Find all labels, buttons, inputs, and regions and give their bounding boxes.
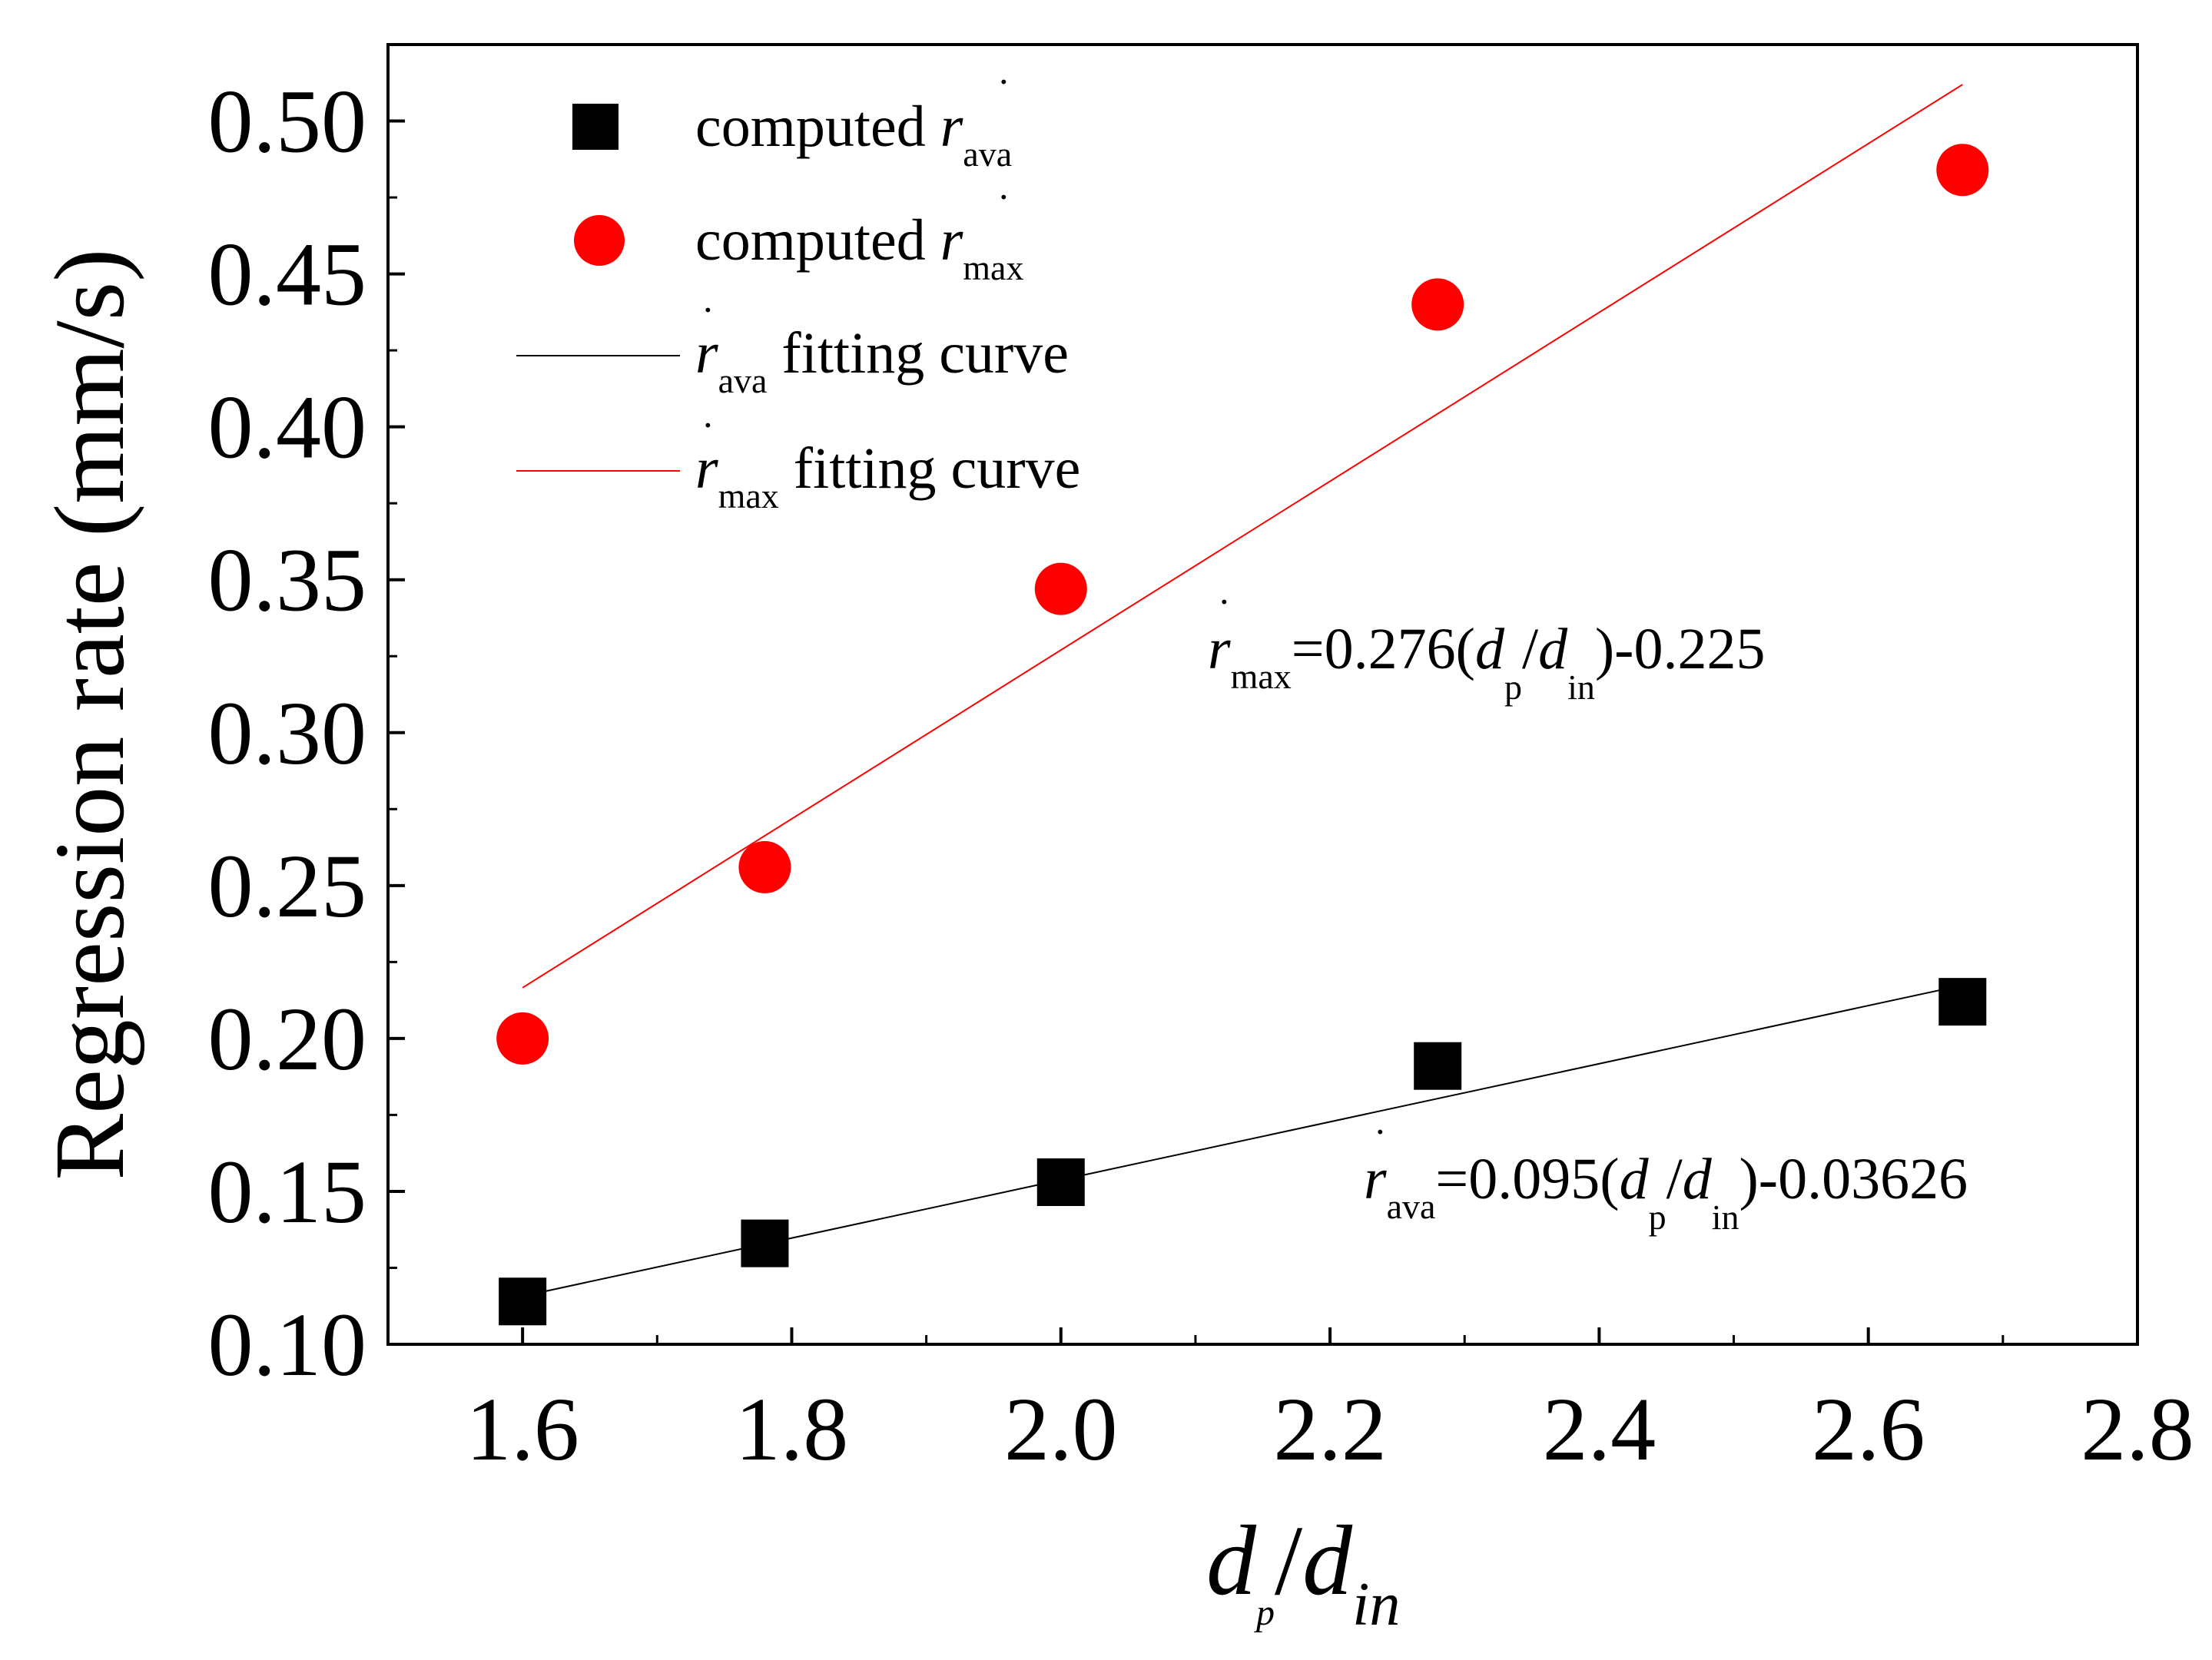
x-axis-title-sub2: in bbox=[1352, 1571, 1400, 1638]
data-point-ava bbox=[1414, 1042, 1462, 1090]
annotation-max-s1: p bbox=[1504, 668, 1522, 707]
data-point-max bbox=[1936, 144, 1989, 197]
annotation-max-s2: in bbox=[1567, 668, 1595, 707]
x-axis-title-d1: d bbox=[1206, 1506, 1257, 1616]
annotation-max-a: =0.276( bbox=[1292, 617, 1475, 681]
annotation-max-slash: / bbox=[1522, 617, 1539, 681]
legend-entry-max-text: computed bbox=[695, 208, 940, 273]
legend-entry-max-sym: r bbox=[940, 208, 963, 273]
annotation-ava-d1: d bbox=[1620, 1147, 1650, 1211]
data-point-ava bbox=[1938, 978, 1987, 1026]
y-tick-label: 0.15 bbox=[208, 1141, 367, 1242]
annotation-max-d1: d bbox=[1475, 617, 1505, 681]
data-points bbox=[496, 144, 1989, 1326]
y-tick-label: 0.50 bbox=[208, 71, 367, 172]
x-axis-title-sub1: p bbox=[1254, 1592, 1275, 1633]
y-tick-label: 0.40 bbox=[208, 377, 367, 478]
annotation-ava-d2: d bbox=[1683, 1147, 1713, 1211]
x-tick-label: 2.6 bbox=[1812, 1379, 1925, 1479]
x-axis-title-sep: / bbox=[1275, 1506, 1303, 1616]
legend-entry-ava-fit-sym: r bbox=[695, 321, 718, 386]
legend: computed rava · computed rmax · rava fit… bbox=[516, 60, 1080, 515]
legend-entry-ava-sub: ava bbox=[963, 134, 1012, 174]
x-axis-title-d2: d bbox=[1302, 1506, 1353, 1616]
annotation-max-b: )-0.225 bbox=[1595, 617, 1766, 681]
annotation-ava-slash: / bbox=[1666, 1147, 1683, 1211]
legend-entry-ava-text: computed bbox=[695, 94, 940, 159]
data-point-max bbox=[1411, 278, 1464, 331]
fit-line-max bbox=[522, 84, 1963, 989]
annotation-ava-sym: r bbox=[1364, 1147, 1387, 1211]
legend-dot-max-fit: · bbox=[701, 403, 715, 446]
x-axis-title: dp/din bbox=[1206, 1506, 1400, 1638]
y-tick-label: 0.30 bbox=[208, 683, 367, 784]
x-tick-label: 2.2 bbox=[1273, 1379, 1387, 1479]
data-point-max bbox=[738, 840, 791, 893]
annotation-max-dot: · bbox=[1218, 580, 1231, 623]
annotation-ava-a: =0.095( bbox=[1435, 1147, 1619, 1211]
legend-entry-ava-sym: r bbox=[940, 94, 963, 159]
x-tick-label: 2.0 bbox=[1004, 1379, 1118, 1479]
y-tick-label: 0.25 bbox=[208, 836, 367, 936]
y-tick-label: 0.35 bbox=[208, 530, 367, 631]
y-tick-label: 0.20 bbox=[208, 989, 367, 1089]
x-axis-ticks: 1.6 1.8 2.0 2.2 2.4 2.6 2.8 bbox=[466, 1327, 2194, 1479]
data-point-max bbox=[1034, 562, 1087, 615]
legend-entry-ava: computed rava bbox=[695, 94, 1012, 174]
data-point-ava bbox=[499, 1277, 547, 1326]
annotation-max-sub: max bbox=[1231, 657, 1292, 696]
legend-entry-max-fit-sub: max bbox=[718, 476, 779, 515]
data-point-max bbox=[496, 1012, 549, 1065]
annotation-max-equation: rmax=0.276(dp/din)-0.225 bbox=[1208, 617, 1765, 707]
legend-dot-max: · bbox=[997, 175, 1010, 218]
legend-entry-max-fit-after: fitting curve bbox=[779, 436, 1081, 501]
legend-entry-max-fit-sym: r bbox=[695, 436, 718, 501]
y-tick-label: 0.10 bbox=[208, 1294, 367, 1395]
legend-entry-max-sub: max bbox=[963, 248, 1023, 287]
annotation-max-d2: d bbox=[1538, 617, 1568, 681]
annotation-ava-s1: p bbox=[1649, 1198, 1666, 1237]
annotation-max-sym: r bbox=[1208, 617, 1231, 681]
legend-dot-ava: · bbox=[997, 60, 1010, 103]
y-axis-title: Regression rate (mm/s) bbox=[35, 248, 145, 1180]
legend-dot-ava-fit: · bbox=[701, 288, 715, 331]
plot-border bbox=[386, 43, 2139, 1346]
plot-frame bbox=[386, 43, 2139, 1346]
y-tick-label: 0.45 bbox=[208, 224, 367, 325]
legend-entry-max-fit: rmax fitting curve bbox=[695, 436, 1080, 515]
x-tick-label: 1.6 bbox=[466, 1379, 579, 1479]
x-tick-label: 2.4 bbox=[1543, 1379, 1657, 1479]
legend-entry-ava-fit-after: fitting curve bbox=[767, 321, 1069, 386]
annotation-ava-sub: ava bbox=[1387, 1187, 1436, 1226]
legend-entry-ava-fit-sub: ava bbox=[718, 361, 768, 400]
legend-entry-max: computed rmax bbox=[695, 208, 1023, 287]
legend-marker-ava bbox=[572, 104, 618, 150]
legend-entry-ava-fit: rava fitting curve bbox=[695, 321, 1069, 400]
annotation-ava-dot: · bbox=[1374, 1110, 1387, 1153]
data-point-ava bbox=[741, 1219, 789, 1267]
annotation-ava-equation: rava=0.095(dp/din)-0.03626 bbox=[1364, 1147, 1968, 1237]
annotation-ava-b: )-0.03626 bbox=[1739, 1147, 1968, 1211]
annotation-ava-s2: in bbox=[1712, 1198, 1739, 1237]
x-tick-label: 2.8 bbox=[2081, 1379, 2194, 1479]
legend-marker-max bbox=[574, 215, 625, 266]
fit-line-ava bbox=[522, 984, 1963, 1297]
data-point-ava bbox=[1036, 1158, 1085, 1206]
x-tick-label: 1.8 bbox=[735, 1379, 849, 1479]
y-axis-ticks: 0.10 0.15 0.20 0.25 0.30 0.35 0.40 0.45 0.50 bbox=[208, 71, 405, 1395]
